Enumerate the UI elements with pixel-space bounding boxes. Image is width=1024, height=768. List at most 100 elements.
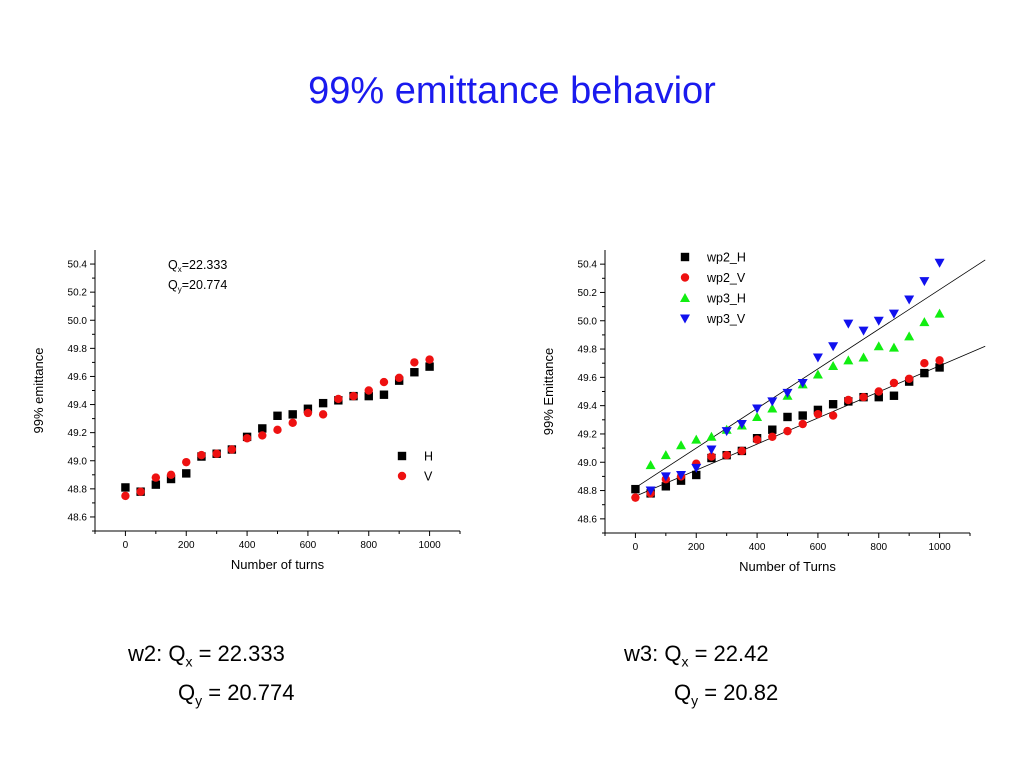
tune-qy-sub: y — [195, 692, 203, 709]
tune-qx-value: = 22.333 — [192, 641, 285, 666]
data-point-wp2_h — [935, 363, 944, 372]
legend-label-wp2_v: wp2_V — [706, 271, 746, 285]
data-point-v — [182, 457, 191, 467]
tune-summary-w2: w2: Qx = 22.333 Qy = 20.774 — [128, 638, 295, 717]
data-point-v — [258, 431, 267, 440]
data-point-wp2_h — [783, 412, 792, 422]
y-tick-label: 48.6 — [578, 514, 598, 525]
legend-label-wp3_h: wp3_H — [706, 292, 746, 306]
y-tick-label: 49.4 — [68, 400, 88, 411]
tune-qx-line: w2: Qx = 22.333 — [128, 638, 295, 677]
data-point-v — [425, 355, 434, 364]
y-tick-label: 50.2 — [578, 288, 598, 299]
x-tick-label: 400 — [239, 540, 256, 551]
data-point-wp2_v — [935, 356, 944, 365]
data-point-wp3_v — [645, 486, 656, 496]
data-point-wp2_v — [798, 419, 807, 429]
legend-marker-wp3_h — [680, 293, 690, 302]
data-point-wp3_v — [782, 388, 793, 398]
y-tick-label: 49.6 — [578, 373, 598, 384]
tune-annotation: Qx=22.333 — [168, 258, 227, 274]
data-point-wp2_v — [920, 359, 929, 368]
data-point-wp3_h — [812, 369, 823, 379]
data-point-wp2_h — [874, 392, 883, 402]
data-point-h — [258, 424, 267, 433]
data-point-h — [121, 483, 130, 492]
y-tick-label: 50.0 — [68, 316, 88, 327]
legend-marker-wp3_v — [680, 314, 690, 324]
y-tick-label: 48.8 — [68, 484, 88, 495]
data-point-wp3_v — [934, 258, 945, 268]
data-point-wp3_h — [660, 450, 671, 460]
data-point-v — [242, 434, 252, 443]
data-point-v — [318, 410, 328, 419]
tune-qy-prefix: Q — [178, 680, 196, 706]
y-tick-label: 49.8 — [68, 344, 88, 355]
tune-qy-line: Qy = 20.774 — [128, 677, 295, 716]
data-point-wp2_h — [631, 484, 640, 494]
data-point-wp2_v — [904, 374, 914, 383]
data-point-wp2_v — [631, 493, 640, 502]
data-point-v — [121, 491, 130, 501]
data-point-wp3_h — [706, 431, 717, 441]
tune-qx-prefix: w3: Q — [624, 641, 682, 666]
legend-label-wp3_v: wp3_V — [706, 312, 746, 326]
data-point-h — [318, 398, 328, 408]
data-point-wp2_h — [828, 400, 838, 409]
tune-qx-line: w3: Qx = 22.42 — [624, 638, 778, 677]
data-point-wp3_h — [843, 355, 854, 365]
legend-marker-wp2_h — [680, 252, 690, 262]
data-point-v — [197, 450, 206, 460]
data-point-wp2_v — [707, 452, 716, 461]
data-point-wp2_v — [889, 378, 899, 388]
slide-title: 99% emittance behavior — [308, 70, 716, 112]
x-tick-label: 400 — [749, 542, 766, 553]
data-point-wp2_v — [874, 387, 883, 396]
data-point-wp3_h — [858, 352, 869, 362]
tune-qx-sub: x — [185, 653, 193, 670]
data-point-h — [273, 411, 282, 420]
data-point-v — [227, 445, 237, 454]
tune-qy-prefix: Q — [674, 680, 692, 706]
y-tick-label: 50.4 — [68, 260, 88, 271]
data-point-wp2_h — [920, 368, 929, 378]
x-tick-label: 800 — [870, 542, 887, 553]
data-point-wp3_v — [812, 353, 823, 363]
data-point-h — [166, 474, 176, 484]
y-tick-label: 49.4 — [578, 401, 598, 412]
tune-summary-w3: w3: Qx = 22.42 Qy = 20.82 — [624, 638, 778, 717]
data-point-wp3_v — [767, 397, 778, 407]
fit-line — [635, 259, 986, 489]
data-point-wp2_h — [798, 411, 807, 420]
legend-marker-wp2_v — [680, 273, 690, 282]
x-tick-label: 800 — [360, 540, 377, 551]
y-axis-label: 99% Emittance — [541, 348, 556, 435]
data-point-wp3_v — [660, 472, 671, 482]
x-tick-label: 200 — [178, 540, 195, 551]
data-point-wp3_v — [797, 379, 808, 389]
data-point-wp3_v — [736, 420, 747, 430]
data-point-wp3_v — [706, 445, 717, 455]
data-point-wp3_v — [888, 309, 899, 319]
data-point-v — [394, 373, 404, 383]
data-point-wp3_v — [676, 470, 687, 480]
x-tick-label: 600 — [810, 542, 827, 553]
y-tick-label: 48.8 — [578, 486, 598, 497]
data-point-wp3_v — [904, 295, 915, 305]
data-point-wp3_h — [752, 411, 763, 421]
tune-qy-value: = 20.774 — [202, 680, 295, 706]
x-tick-label: 200 — [688, 542, 705, 553]
x-axis-label: Number of turns — [231, 557, 325, 572]
data-point-h — [425, 362, 434, 371]
data-point-wp3_v — [828, 342, 839, 352]
data-point-h — [288, 410, 297, 419]
data-point-wp3_v — [691, 463, 702, 473]
data-point-wp3_h — [888, 342, 899, 352]
y-tick-label: 49.8 — [578, 345, 598, 356]
y-tick-label: 50.0 — [578, 316, 598, 327]
data-point-wp2_h — [676, 476, 686, 485]
data-point-h — [182, 469, 191, 478]
data-point-wp3_v — [843, 319, 854, 329]
y-tick-label: 49.0 — [68, 456, 88, 467]
data-point-v — [273, 425, 282, 435]
